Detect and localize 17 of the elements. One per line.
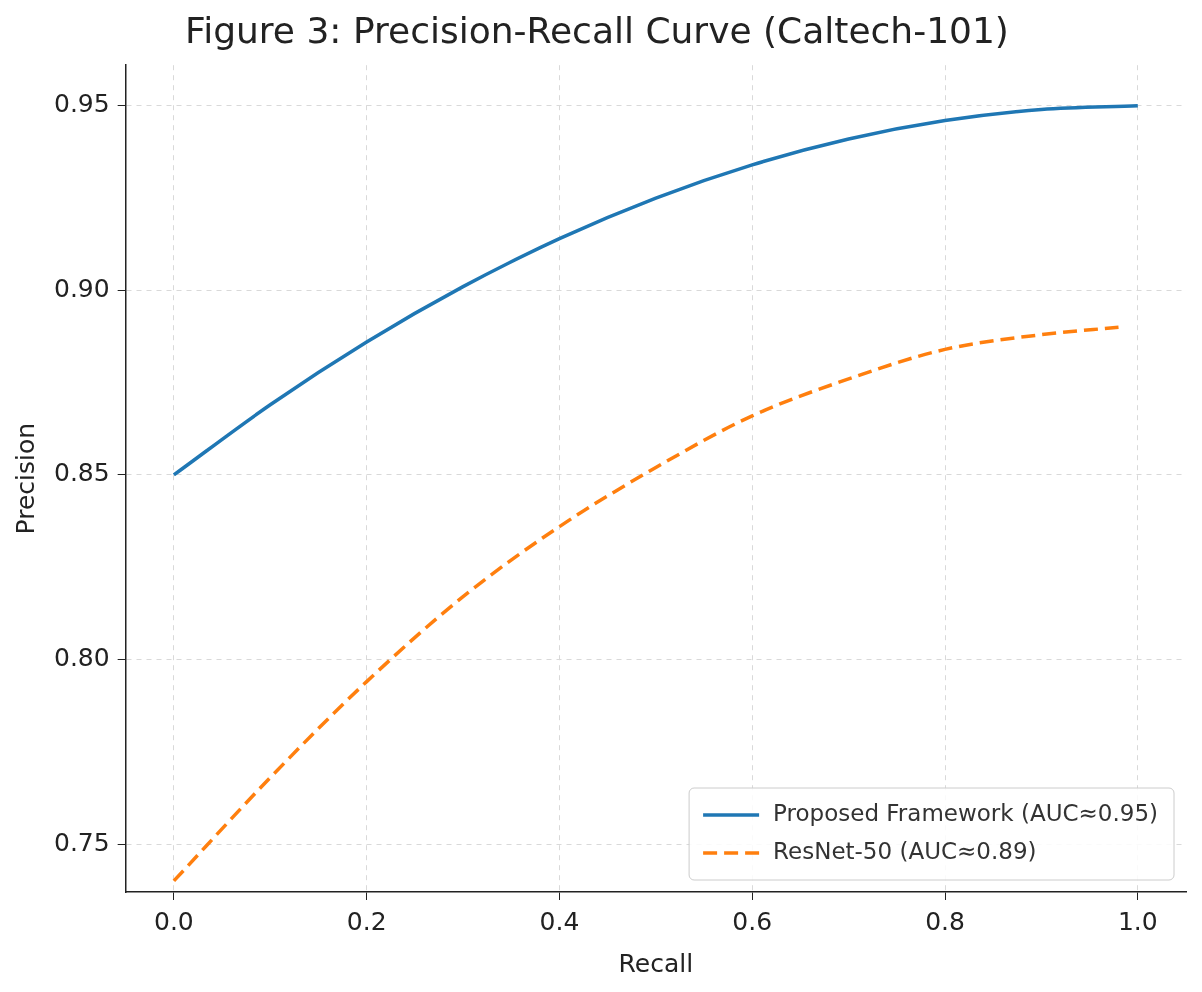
legend-label: Proposed Framework (AUC≈0.95) <box>773 799 1158 826</box>
y-axis-title: Precision <box>10 422 40 535</box>
y-tick-label: 0.75 <box>53 827 110 857</box>
x-tick-label: 0.8 <box>925 906 965 936</box>
line-series <box>172 104 1140 477</box>
chart-title: Figure 3: Precision-Recall Curve (Caltech-101) <box>185 9 1009 51</box>
y-tick-label: 0.80 <box>53 642 110 672</box>
x-tick-label: 0.2 <box>346 906 387 936</box>
y-tick-label: 0.85 <box>53 458 110 488</box>
y-tick-label: 0.95 <box>53 89 110 119</box>
x-tick-label: 0.4 <box>539 906 580 936</box>
y-tick-label: 0.90 <box>53 273 110 303</box>
x-tick-label: 0.0 <box>153 906 194 936</box>
x-axis-title: Recall <box>618 948 694 978</box>
legend-label: ResNet-50 (AUC≈0.89) <box>773 837 1037 864</box>
x-tick-label: 1.0 <box>1117 906 1158 936</box>
x-tick-label: 0.6 <box>732 906 773 936</box>
